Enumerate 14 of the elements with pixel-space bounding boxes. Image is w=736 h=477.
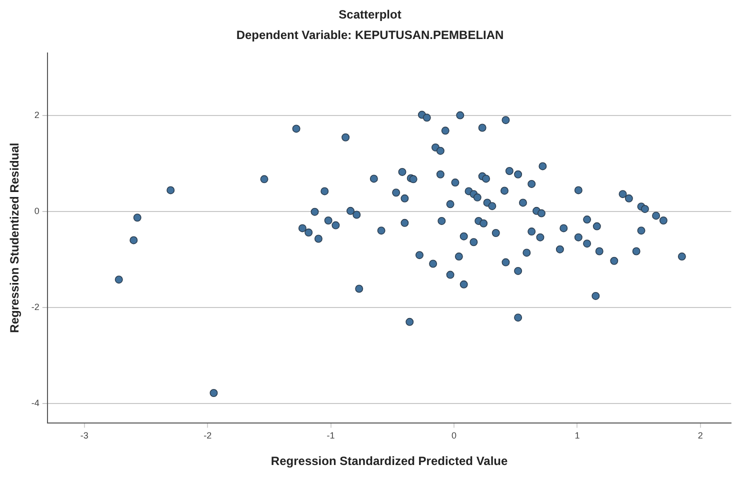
x-tick-label: -1: [326, 430, 335, 441]
y-tick-label: 2: [34, 110, 40, 120]
y-tick-label: 0: [34, 206, 40, 216]
y-axis-title: Regression Studentized Residual: [8, 142, 22, 333]
y-tick-label: -4: [31, 398, 40, 408]
chart-title: Scatterplot: [338, 8, 402, 22]
x-tick-label: 1: [574, 430, 580, 441]
y-tick-label: -2: [31, 302, 40, 312]
x-tick-label: -2: [204, 430, 212, 441]
chart-subtitle: Dependent Variable: KEPUTUSAN.PEMBELIAN: [236, 28, 504, 42]
x-tick-label: 0: [451, 430, 456, 441]
x-tick-label: 2: [698, 430, 703, 441]
x-axis-title: Regression Standardized Predicted Value: [270, 454, 508, 468]
x-tick-label: -3: [80, 430, 88, 441]
